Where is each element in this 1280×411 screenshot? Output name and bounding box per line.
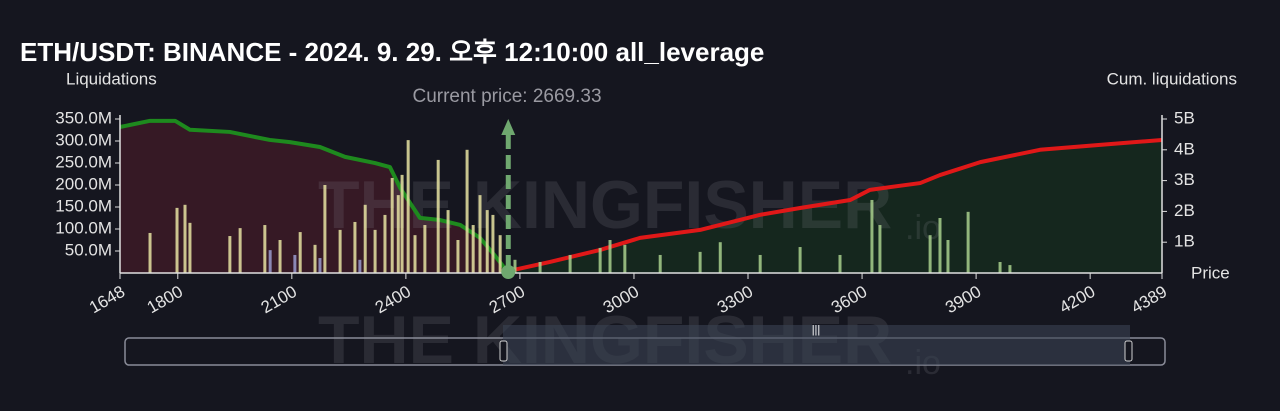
cum-line (119, 118, 509, 273)
bar (323, 185, 327, 273)
area-fills (120, 120, 1162, 274)
bar (471, 225, 475, 273)
bar (238, 228, 242, 273)
bar (183, 204, 187, 273)
bar (313, 244, 317, 273)
bar (538, 262, 542, 273)
bar (1008, 265, 1012, 273)
chart-title: ETH/USDT: BINANCE - 2024. 9. 29. 오후 12:1… (20, 37, 764, 67)
bar (175, 207, 179, 273)
bar (268, 250, 272, 273)
navigator-grip[interactable]: ||| (812, 324, 821, 336)
bar (938, 218, 942, 273)
current-price-label: Current price: 2669.33 (412, 86, 601, 107)
bar (423, 225, 427, 273)
bar (491, 214, 495, 273)
y-tick-label: 200.0M (55, 174, 112, 193)
y-tick-label: 250.0M (55, 152, 112, 171)
bar (928, 235, 932, 273)
y-tick-label: 100.0M (55, 218, 112, 237)
bar (478, 195, 482, 273)
area-fill (120, 120, 507, 274)
bar (413, 235, 417, 273)
x-axis-label: Price (1191, 263, 1230, 282)
watermark-suffix: .io (905, 209, 941, 247)
current-price-dot (501, 265, 516, 279)
bar (568, 254, 572, 273)
bar (623, 244, 627, 273)
navigator-handle[interactable] (499, 340, 508, 362)
bar (353, 221, 357, 273)
bar (798, 247, 802, 273)
y-tick-label: 150.0M (55, 196, 112, 215)
bar (513, 259, 517, 273)
cum-line (507, 137, 1163, 274)
bar (278, 240, 282, 273)
navigator-selection[interactable] (503, 325, 1130, 365)
y2-tick-label: 1B (1174, 232, 1195, 251)
bar (870, 199, 874, 273)
y-axis-label: Liquidations (66, 69, 157, 88)
bar (148, 232, 152, 273)
bar (718, 242, 722, 273)
bar (338, 229, 342, 273)
bar (485, 210, 489, 273)
y2-axis-label: Cum. liquidations (1107, 69, 1237, 88)
bar (363, 204, 367, 273)
bar (436, 159, 440, 273)
bar (608, 240, 612, 273)
y2-tick-label: 3B (1174, 170, 1195, 189)
bar (838, 254, 842, 273)
bar (998, 262, 1002, 273)
bar (383, 214, 387, 273)
bar (878, 225, 882, 273)
current-price-arrow (501, 119, 516, 135)
bar (446, 210, 450, 273)
bar (358, 259, 362, 273)
watermark: THE KINGFISHER (318, 167, 892, 243)
bar (263, 225, 267, 273)
bar (658, 254, 662, 273)
bar (188, 222, 192, 273)
bar (298, 232, 302, 273)
bar (318, 258, 322, 273)
bar (406, 140, 410, 273)
bar (228, 236, 232, 273)
y-tick-label: 50.0M (65, 240, 112, 259)
bar (396, 195, 400, 273)
bar (498, 235, 502, 273)
navigator-handle[interactable] (1124, 340, 1133, 362)
y-tick-label: 300.0M (55, 130, 112, 149)
y2-tick-label: 4B (1174, 139, 1195, 158)
bar (598, 247, 602, 273)
bar (456, 240, 460, 273)
y-tick-label: 350.0M (55, 108, 112, 127)
bar (400, 174, 404, 273)
bar (758, 254, 762, 273)
bar (293, 254, 297, 273)
bar (698, 251, 702, 273)
bar (946, 240, 950, 273)
y2-tick-label: 2B (1174, 201, 1195, 220)
bar (390, 177, 394, 273)
area-fill (508, 139, 1162, 273)
bar (966, 211, 970, 273)
bar (373, 229, 377, 273)
y2-tick-label: 5B (1174, 108, 1195, 127)
bar (465, 149, 469, 273)
navigator[interactable]: ||| (124, 324, 1166, 366)
